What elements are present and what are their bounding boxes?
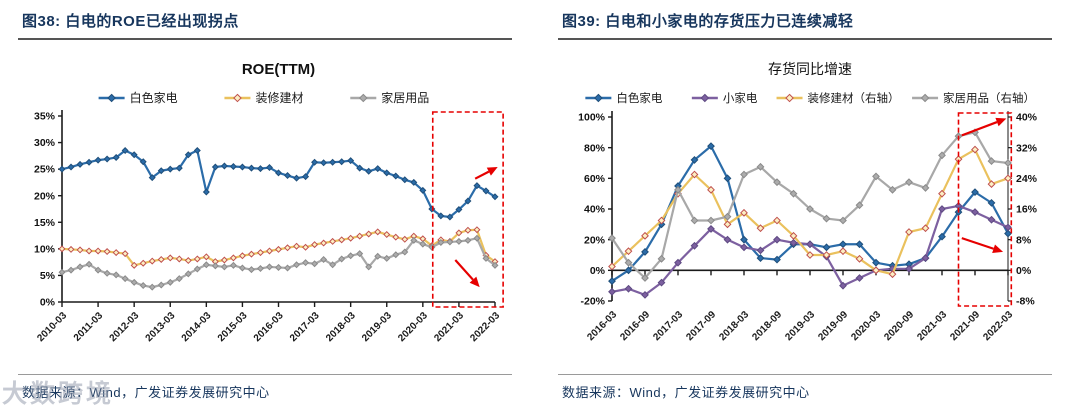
svg-text:15%: 15%	[34, 217, 56, 229]
svg-text:2022-03: 2022-03	[468, 310, 502, 344]
figure-38: 图38: 白电的ROE已经出现拐点 ROE(TTM) 白色家电 装修建材 家居用品 0%…	[18, 8, 512, 408]
svg-text:2017-03: 2017-03	[288, 310, 322, 344]
svg-text:2021-03: 2021-03	[915, 309, 949, 343]
svg-text:8%: 8%	[1016, 234, 1032, 246]
svg-text:ROE(TTM): ROE(TTM)	[242, 61, 315, 78]
svg-text:家居用品: 家居用品	[381, 90, 429, 105]
svg-text:家居用品（右轴）: 家居用品（右轴）	[943, 91, 1035, 105]
svg-text:60%: 60%	[584, 173, 606, 185]
svg-text:10%: 10%	[34, 243, 56, 255]
svg-text:2014-03: 2014-03	[180, 310, 214, 344]
svg-text:2019-03: 2019-03	[360, 310, 394, 344]
svg-text:16%: 16%	[1016, 204, 1038, 216]
svg-text:0%: 0%	[1016, 265, 1032, 277]
svg-text:20%: 20%	[34, 190, 56, 202]
svg-text:2018-09: 2018-09	[750, 309, 784, 343]
svg-text:白色家电: 白色家电	[130, 90, 178, 105]
svg-text:25%: 25%	[34, 164, 56, 176]
svg-text:2017-09: 2017-09	[684, 309, 718, 343]
svg-text:2019-09: 2019-09	[816, 309, 850, 343]
caption-divider	[18, 38, 512, 40]
svg-text:装修建材（右轴）: 装修建材（右轴）	[808, 91, 900, 105]
svg-text:30%: 30%	[34, 137, 56, 149]
svg-text:0%: 0%	[40, 297, 56, 309]
svg-text:小家电: 小家电	[723, 91, 758, 105]
svg-text:2015-03: 2015-03	[216, 310, 250, 344]
figure-39: 图39: 白电和小家电的存货压力已连续减轻 存货同比增速白色家电 小家电 装修建材（…	[558, 8, 1052, 408]
svg-text:2011-03: 2011-03	[72, 310, 106, 344]
svg-text:2021-03: 2021-03	[432, 310, 466, 344]
svg-text:2016-03: 2016-03	[585, 309, 619, 343]
svg-text:35%: 35%	[34, 111, 56, 123]
svg-text:5%: 5%	[40, 270, 56, 282]
svg-text:2020-03: 2020-03	[396, 310, 430, 344]
svg-text:32%: 32%	[1016, 142, 1038, 154]
svg-text:装修建材: 装修建材	[255, 90, 303, 105]
caption-divider	[558, 38, 1052, 40]
svg-text:80%: 80%	[584, 142, 606, 154]
svg-text:2018-03: 2018-03	[717, 309, 751, 343]
svg-text:2019-03: 2019-03	[783, 309, 817, 343]
inventory-yoy-line-chart: 存货同比增速白色家电 小家电 装修建材（右轴） 家居用品（右轴） -20% 0% 20% 40…	[566, 54, 1050, 376]
svg-text:-20%: -20%	[580, 296, 605, 308]
svg-text:2020-03: 2020-03	[849, 309, 883, 343]
svg-text:40%: 40%	[1016, 112, 1038, 124]
svg-text:24%: 24%	[1016, 173, 1038, 185]
svg-text:0%: 0%	[590, 265, 606, 277]
svg-text:2010-03: 2010-03	[35, 310, 69, 344]
roe-ttm-line-chart: ROE(TTM) 白色家电 装修建材 家居用品 0% 5% 10% 15% 20% 25% 30% 3…	[26, 54, 510, 376]
svg-text:2020-09: 2020-09	[882, 309, 916, 343]
source-divider	[558, 374, 1052, 375]
svg-text:2013-03: 2013-03	[144, 310, 178, 344]
svg-text:100%: 100%	[578, 112, 606, 124]
svg-text:2018-03: 2018-03	[324, 310, 358, 344]
svg-text:2016-09: 2016-09	[618, 309, 652, 343]
svg-text:存货同比增速: 存货同比增速	[768, 61, 852, 77]
svg-text:40%: 40%	[584, 204, 606, 216]
figure-38-source: 数据来源：Wind，广发证券发展研究中心	[22, 385, 270, 400]
svg-text:20%: 20%	[584, 234, 606, 246]
svg-text:2022-03: 2022-03	[981, 309, 1015, 343]
figure-39-caption: 图39: 白电和小家电的存货压力已连续减轻	[562, 13, 854, 30]
figure-39-source: 数据来源：Wind，广发证券发展研究中心	[562, 385, 810, 400]
svg-text:2012-03: 2012-03	[108, 310, 142, 344]
svg-text:2016-03: 2016-03	[252, 310, 286, 344]
svg-text:2021-09: 2021-09	[948, 309, 982, 343]
svg-text:白色家电: 白色家电	[616, 91, 662, 105]
source-divider	[18, 374, 512, 375]
figure-38-caption: 图38: 白电的ROE已经出现拐点	[22, 13, 239, 30]
svg-text:-8%: -8%	[1016, 296, 1035, 308]
svg-text:2017-03: 2017-03	[651, 309, 685, 343]
